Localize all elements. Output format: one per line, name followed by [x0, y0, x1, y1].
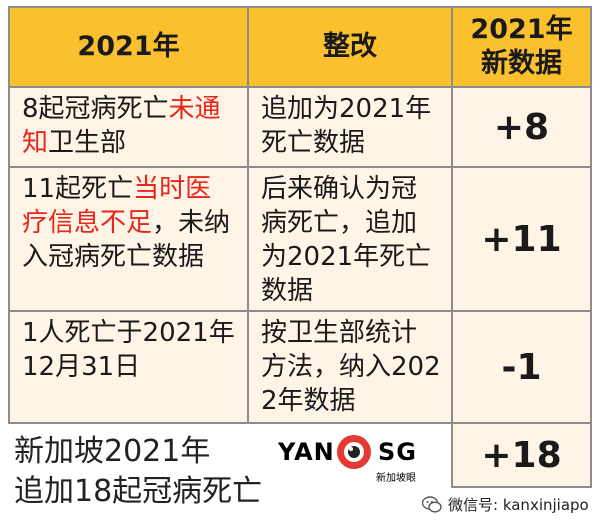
row1-value: +8	[493, 106, 550, 148]
logo-sub-text: 新加坡眼	[376, 473, 416, 484]
wechat-icon	[422, 495, 442, 513]
row2-desc-highlight: 当时医疗信息不足	[22, 174, 212, 238]
summary-line1: 新加坡2021年	[14, 434, 211, 469]
row1-change-cell: 追加为2021年死亡数据	[247, 86, 453, 168]
wechat-id-text: 微信号: kanxinjiapo	[448, 496, 589, 514]
row1-desc: 8起冠病死亡未通知卫生部	[22, 94, 221, 158]
row2-value: +11	[481, 218, 562, 260]
header-year-label: 2021年	[77, 31, 180, 62]
row1-change: 追加为2021年死亡数据	[261, 94, 432, 158]
row3-desc-cell: 1人死亡于2021年12月31日	[8, 310, 249, 424]
header-new-data-line2: 新数据	[481, 48, 562, 79]
row3-value-cell: -1	[451, 310, 592, 424]
row3-value: -1	[501, 346, 542, 388]
row1-desc-cell: 8起冠病死亡未通知卫生部	[8, 86, 249, 168]
header-change-cell: 整改	[247, 6, 453, 88]
header-new-data-cell: 2021年 新数据	[451, 6, 592, 88]
logo-left-text: YAN	[278, 438, 335, 466]
row1-desc-highlight: 未通知	[22, 94, 221, 158]
total-value-cell: +18	[451, 422, 592, 488]
row2-change: 后来确认为冠病死亡，追加为2021年死亡数据	[261, 174, 432, 306]
yan-sg-logo: YAN SG 新加坡眼	[278, 428, 438, 488]
summary-line2: 追加18起冠病死亡	[14, 474, 263, 509]
row3-change-cell: 按卫生部统计方法，纳入2022年数据	[247, 310, 453, 424]
row2-desc-cell: 11起死亡当时医疗信息不足，未纳入冠病死亡数据	[8, 166, 249, 312]
logo-eye-icon	[337, 435, 371, 469]
row3-desc: 1人死亡于2021年12月31日	[22, 318, 235, 382]
row2-change-cell: 后来确认为冠病死亡，追加为2021年死亡数据	[247, 166, 453, 312]
wechat-watermark: 微信号: kanxinjiapo	[422, 494, 589, 515]
row3-change: 按卫生部统计方法，纳入2022年数据	[261, 318, 441, 416]
row2-value-cell: +11	[451, 166, 592, 312]
summary-text: 新加坡2021年 追加18起冠病死亡	[14, 432, 262, 512]
row1-value-cell: +8	[451, 86, 592, 168]
header-change-label: 整改	[323, 31, 377, 62]
header-year-cell: 2021年	[8, 6, 249, 88]
total-value: +18	[481, 434, 562, 476]
row2-desc: 11起死亡当时医疗信息不足，未纳入冠病死亡数据	[22, 174, 231, 272]
header-new-data-label: 2021年 新数据	[453, 8, 590, 86]
header-new-data-line1: 2021年	[470, 14, 573, 45]
logo-right-text: SG	[378, 438, 417, 466]
